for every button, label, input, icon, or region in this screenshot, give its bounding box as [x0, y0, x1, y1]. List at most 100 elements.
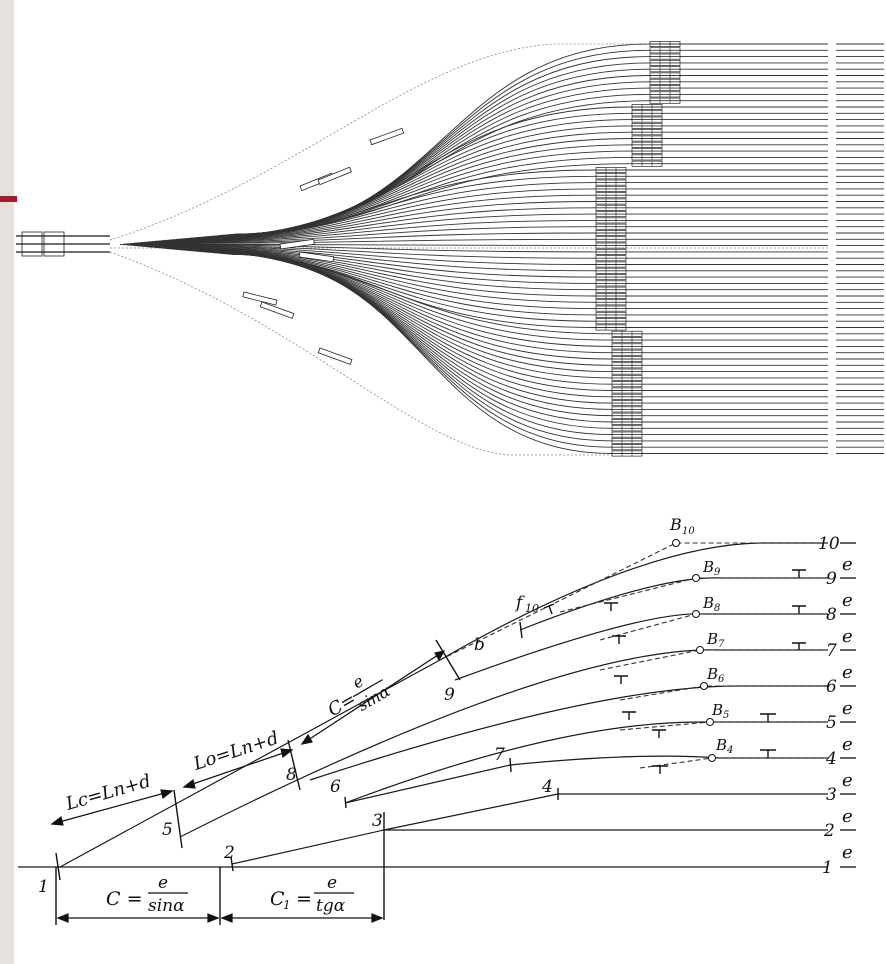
- yard-classification-track: [186, 131, 828, 239]
- marker-f10: f 10: [514, 593, 539, 615]
- signal-b10-letter: B: [669, 515, 682, 534]
- switch-ticks: [55, 621, 559, 925]
- yard-retarder-block: [595, 274, 627, 281]
- yard-switch-bar: [317, 347, 353, 365]
- dashed-b9: [559, 577, 828, 613]
- spacing-labels: e e e e e e e e e: [842, 554, 853, 863]
- signal-b8-marker: [692, 610, 700, 618]
- yard-retarder-block: [631, 135, 663, 142]
- yard-retarder-block: [595, 305, 627, 312]
- signal-b6-letter: B: [706, 665, 718, 683]
- switch-label-2: 2: [223, 843, 235, 863]
- yard-classification-track: [126, 244, 828, 265]
- yard-layout: [16, 41, 884, 457]
- signal-labels: B 10 B 9 B 8 B 7 B 6 B 5 B 4: [669, 515, 733, 756]
- formula-c-num: e: [158, 873, 168, 893]
- signal-b7-marker: [696, 646, 704, 654]
- yard-classification-track: [200, 251, 828, 398]
- formula-lo: Lo=Ln+d: [190, 728, 281, 775]
- dashed-b6: [619, 685, 828, 701]
- yard-retarder-block: [595, 192, 627, 199]
- yard-envelope-top: [109, 43, 650, 241]
- yard-retarder-block: [611, 437, 643, 444]
- yard-retarder-block: [611, 337, 643, 344]
- yard-classification-track: [231, 254, 828, 454]
- formula-c1-den: tgα: [316, 896, 346, 916]
- dashed-b7: [599, 649, 828, 671]
- dashed-b4: [639, 757, 828, 769]
- formula-c-lhs: C =: [106, 888, 143, 910]
- dimension-arrows: [50, 650, 446, 923]
- yard-retarder-block: [595, 198, 627, 205]
- spacing-e-2: e: [842, 806, 853, 827]
- yard-retarder-block: [595, 299, 627, 306]
- content-panel: [14, 0, 886, 964]
- yard-retarder-block: [631, 116, 663, 123]
- yard-switch-bar: [279, 238, 315, 250]
- formula-c1-num: e: [327, 873, 337, 893]
- ladder-lead-upper: [344, 764, 511, 804]
- spacing-e-5: e: [842, 698, 853, 719]
- spacing-e-7: e: [842, 626, 853, 647]
- yard-retarder-block: [595, 324, 627, 331]
- track-label-8: 8: [826, 605, 837, 625]
- signal-b6-sub: 6: [718, 674, 725, 685]
- yard-retarder-block: [649, 72, 681, 79]
- yard-retarder-block: [631, 154, 663, 161]
- spacing-e-9: e: [842, 554, 853, 575]
- yard-switch-bar: [369, 127, 405, 146]
- switch-label-1: 1: [38, 877, 49, 897]
- track-label-7: 7: [826, 641, 837, 661]
- yard-classification-track: [158, 247, 828, 322]
- dashed-b5: [619, 721, 828, 731]
- yard-retarder-block: [611, 412, 643, 419]
- yard-retarder-block: [611, 374, 643, 381]
- signal-b4-letter: B: [715, 736, 727, 754]
- yard-classification-track: [133, 245, 828, 278]
- yard-retarder-block: [595, 280, 627, 287]
- signal-b10-sub: 10: [682, 526, 695, 537]
- dashed-b10: [439, 542, 828, 661]
- formula-c-top: C= e sinα: [324, 671, 393, 721]
- track-line-5: [344, 721, 828, 804]
- yard-retarder-block: [611, 356, 643, 362]
- switch-label-9: 9: [444, 685, 455, 705]
- yard-retarder-block: [611, 330, 643, 337]
- yard-lead-retarder: [43, 231, 65, 257]
- formula-c-den: sinα: [148, 896, 185, 916]
- formula-c1-sub: 1: [283, 898, 291, 912]
- ladder-diagram: 1 2 3 4 5 6 7 8 9 10 e e e e e e e e e: [18, 515, 856, 925]
- yard-classification-track: [161, 247, 828, 328]
- yard-retarder-block: [649, 97, 681, 104]
- marker-f-letter: f: [514, 593, 525, 613]
- yard-retarder-block: [611, 368, 643, 375]
- yard-retarder-block: [611, 349, 643, 356]
- spacing-e-1: e: [842, 842, 853, 863]
- yard-retarder-block: [595, 261, 627, 268]
- yard-classification-track: [221, 253, 828, 436]
- yard-retarder-block: [595, 236, 627, 243]
- switch-label-6: 6: [330, 777, 341, 797]
- yard-retarder-block: [595, 242, 627, 249]
- yard-retarder-block: [611, 343, 643, 350]
- yard-retarder-block: [631, 104, 663, 110]
- yard-envelope-bottom: [109, 251, 612, 456]
- yard-retarder-block: [595, 217, 627, 224]
- signal-b5-letter: B: [711, 701, 723, 719]
- track-line-4: [509, 755, 828, 766]
- ladder-lead-lower: [231, 829, 385, 865]
- yard-retarder-block: [611, 381, 643, 388]
- yard-retarder-block: [611, 400, 643, 407]
- signal-b5-sub: 5: [723, 710, 729, 721]
- switch-label-8: 8: [286, 765, 297, 785]
- yard-classification-track: [123, 244, 828, 259]
- yard-classification-track: [130, 232, 828, 244]
- yard-classification-track: [137, 245, 828, 284]
- yard-switch-bar: [298, 251, 335, 263]
- marker-f-sub: 10: [525, 602, 539, 615]
- yard-classification-track: [161, 175, 828, 242]
- yard-retarder-block: [595, 211, 627, 218]
- ladder-lead-mid: [383, 793, 559, 831]
- yard-retarder-block: [595, 185, 627, 192]
